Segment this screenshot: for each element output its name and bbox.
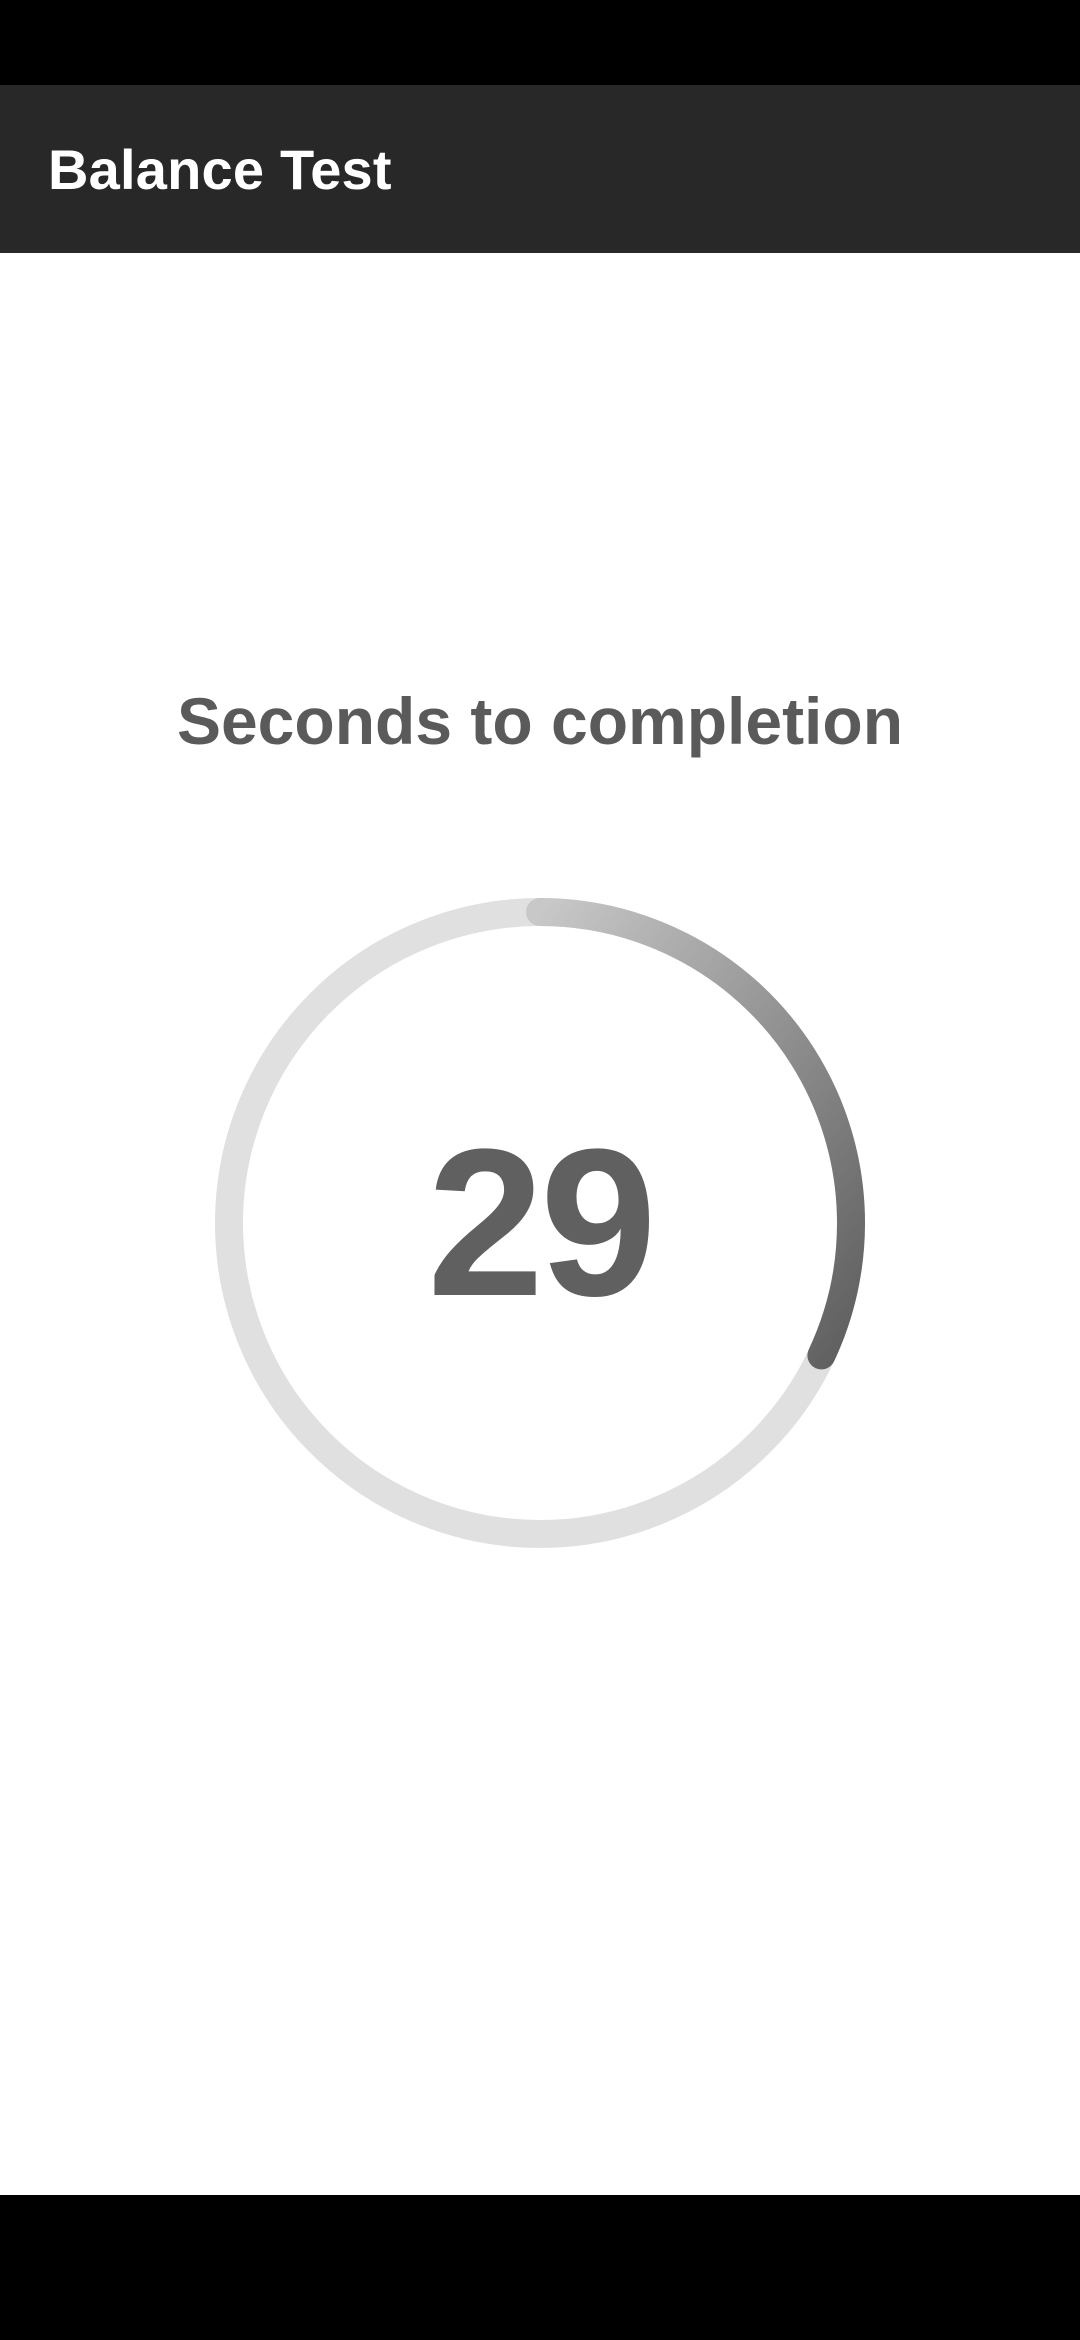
countdown-value: 29 bbox=[427, 1105, 657, 1340]
status-bar bbox=[0, 0, 1080, 85]
countdown-progress-arc bbox=[526, 898, 865, 1370]
countdown-timer: 29 bbox=[215, 898, 865, 1548]
navigation-bar bbox=[0, 2195, 1080, 2340]
countdown-heading: Seconds to completion bbox=[176, 684, 904, 758]
main-content: Seconds to completion 29 bbox=[0, 253, 1080, 2195]
app-bar: Balance Test bbox=[0, 85, 1080, 253]
app-title: Balance Test bbox=[48, 137, 392, 201]
countdown-ring bbox=[215, 898, 865, 1548]
